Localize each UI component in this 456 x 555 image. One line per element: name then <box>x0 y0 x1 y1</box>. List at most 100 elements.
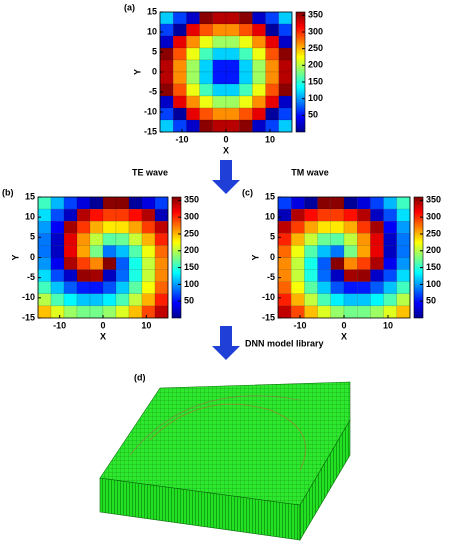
cell <box>225 35 240 49</box>
cell <box>278 11 293 25</box>
cell <box>172 11 187 25</box>
cell <box>159 71 174 85</box>
y-tick-label: 0 <box>152 66 157 76</box>
cell <box>357 305 371 319</box>
colorbar-tick-label: 350 <box>308 10 323 20</box>
cell <box>252 83 266 97</box>
cell <box>357 196 371 210</box>
cell <box>265 107 280 121</box>
panel-label: (b) <box>2 187 14 197</box>
cell <box>128 233 143 246</box>
cell <box>317 257 332 270</box>
cell <box>212 95 227 109</box>
colorbar <box>295 11 306 133</box>
cell <box>128 281 143 295</box>
y-tick-label: -5 <box>267 272 275 282</box>
cell <box>357 257 371 270</box>
cell <box>277 281 292 295</box>
cell <box>304 233 318 246</box>
cell <box>115 281 130 295</box>
cell <box>102 245 117 258</box>
cell <box>212 107 227 121</box>
cell <box>304 281 318 295</box>
cell <box>277 220 292 234</box>
cell <box>212 47 227 61</box>
cell <box>396 233 411 246</box>
cell <box>317 196 332 210</box>
heatmap-panel: -10 0 10 -15 -10 -5 0 5 10 15 X Y (b) 50 100 150 200 250 3… <box>2 187 199 341</box>
cell <box>212 59 227 73</box>
cell <box>225 59 240 73</box>
y-tick-label: 10 <box>265 212 275 222</box>
cell <box>63 196 78 210</box>
y-tick-label: -10 <box>22 292 35 302</box>
cell <box>357 281 371 295</box>
cell <box>37 196 52 210</box>
te-label: TE wave <box>132 167 168 177</box>
cell <box>128 196 143 210</box>
cell <box>115 305 130 319</box>
cell <box>37 245 52 258</box>
cell <box>128 305 143 319</box>
cell <box>396 293 411 307</box>
cell <box>225 119 240 133</box>
cell <box>37 220 52 234</box>
cell <box>370 281 384 295</box>
cell <box>63 208 78 222</box>
cell <box>225 11 240 25</box>
cell <box>186 47 200 61</box>
cell <box>330 305 345 319</box>
cell <box>252 59 266 73</box>
cell <box>278 35 293 49</box>
cell <box>252 71 266 85</box>
cell <box>159 23 174 37</box>
cell <box>291 233 305 246</box>
cell <box>278 119 293 133</box>
y-tick-label: 10 <box>25 212 35 222</box>
cell <box>159 59 174 73</box>
cell <box>383 233 398 246</box>
x-tick-label: 0 <box>100 320 105 330</box>
cell <box>159 95 174 109</box>
x-axis-label: X <box>223 145 229 155</box>
cell <box>225 107 240 121</box>
cell <box>238 119 253 133</box>
colorbar-tick-label: 50 <box>308 110 318 120</box>
cell <box>343 233 358 246</box>
cell <box>265 83 280 97</box>
cell <box>278 23 293 37</box>
cell <box>330 233 345 246</box>
cell <box>238 35 253 49</box>
y-tick-label: -10 <box>262 292 275 302</box>
cell <box>396 281 411 295</box>
cell <box>154 220 169 234</box>
cell <box>154 196 169 210</box>
cell <box>89 305 104 319</box>
cell <box>277 245 292 258</box>
cell <box>115 269 130 282</box>
cell <box>396 245 411 258</box>
cell <box>304 269 318 282</box>
colorbar-tick-label: 350 <box>426 195 441 205</box>
cell <box>76 281 91 295</box>
cell <box>141 269 156 282</box>
cell <box>304 220 318 234</box>
y-axis-label: Y <box>10 254 20 260</box>
cell <box>343 293 358 307</box>
cell <box>76 233 91 246</box>
cell <box>291 281 305 295</box>
cell <box>265 71 280 85</box>
y-tick-label: 0 <box>30 252 35 262</box>
cell <box>199 83 214 97</box>
cell <box>278 107 293 121</box>
cell <box>37 269 52 282</box>
x-tick-label: -10 <box>293 320 306 330</box>
cell <box>199 11 214 25</box>
cell <box>291 293 305 307</box>
x-tick-label: 0 <box>223 134 228 144</box>
cell <box>304 196 318 210</box>
cell <box>141 208 156 222</box>
cell <box>159 35 174 49</box>
cell <box>370 196 384 210</box>
cell <box>76 208 91 222</box>
